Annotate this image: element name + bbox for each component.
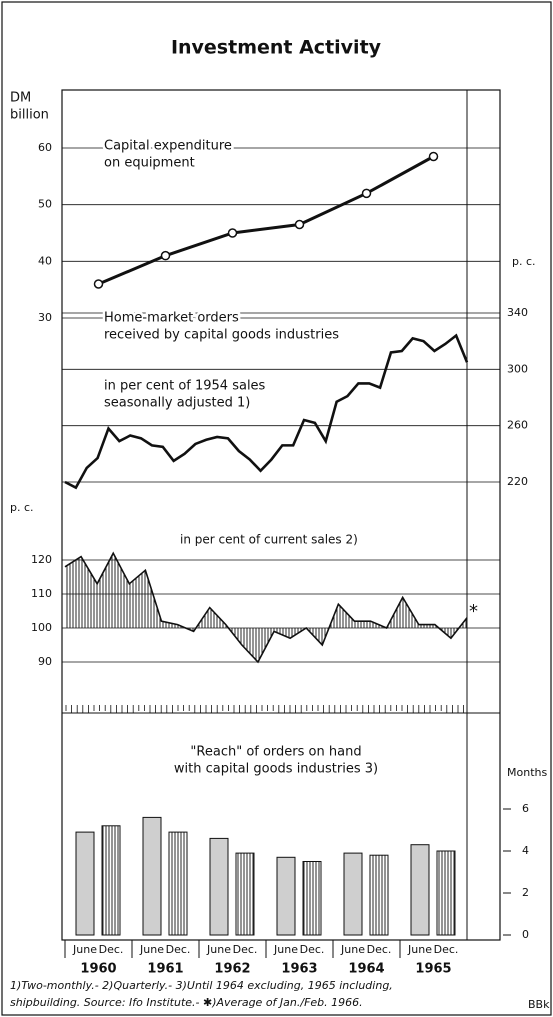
y-tick-label: 4 [522,844,529,857]
x-tick-label: Dec. [367,943,392,956]
chart-label: in per cent of 1954 sales [104,379,266,394]
x-tick-label: Dec. [233,943,258,956]
year-label: 1961 [147,962,183,977]
bar [235,852,255,936]
bar [101,825,121,936]
y-tick-label: 0 [522,928,529,941]
y-axis-label: p. c. [512,255,536,268]
x-tick-label: Dec. [166,943,191,956]
y-tick-label: 110 [31,587,52,600]
chart-label: Capital expenditure [104,139,232,154]
data-point [361,188,372,199]
data-point [227,228,238,238]
bar [436,850,456,936]
x-tick-label: June [273,943,298,956]
bar [302,861,322,936]
x-tick-label: June [340,943,365,956]
chart-label: DM [10,91,31,106]
chart-label: received by capital goods industries [104,328,339,343]
x-tick-label: Dec. [434,943,459,956]
chart-label: on equipment [104,156,195,171]
bar [343,852,363,936]
chart-label: seasonally adjusted 1) [104,396,250,411]
bar [410,844,430,936]
chart-label: "Reach" of orders on hand [190,745,361,760]
y-axis-label: p. c. [10,501,34,514]
chart-title: Investment Activity [171,37,382,59]
bar [276,856,296,936]
x-tick-label: Dec. [300,943,325,956]
bar [369,854,389,936]
year-label: 1962 [214,962,250,977]
chart-label: in per cent of current sales 2) [180,533,358,547]
x-tick-label: June [139,943,164,956]
y-tick-label: 220 [507,475,528,488]
y-tick-label: 260 [507,419,528,432]
plot-frame [61,89,501,941]
source-mark: BBk [528,998,550,1011]
y-tick-label: 6 [522,802,529,815]
x-tick-label: June [206,943,231,956]
footnote: shipbuilding. Source: Ifo Institute.- ✱)… [10,996,363,1009]
bar [142,816,162,936]
x-tick-label: June [407,943,432,956]
year-label: 1963 [281,962,317,977]
y-axis-label: Months [507,766,547,779]
bar [168,831,188,936]
chart-label: Home-market orders [104,311,239,326]
y-tick-label: 50 [38,198,52,211]
y-tick-label: 40 [38,254,52,267]
bar [75,831,95,936]
bar [209,837,229,936]
data-area [65,553,467,662]
year-label: 1964 [348,962,384,977]
data-point [160,250,171,261]
x-tick-label: Dec. [99,943,124,956]
annotation: * [469,601,478,622]
y-tick-label: 30 [38,311,52,324]
data-line [64,551,468,664]
y-tick-label: 300 [507,362,528,375]
y-tick-label: 120 [31,553,52,566]
x-tick-label: June [72,943,97,956]
chart-label: billion [10,108,49,123]
y-tick-label: 60 [38,141,52,154]
year-label: 1965 [415,962,451,977]
y-tick-label: 90 [38,655,52,668]
data-point [294,219,305,230]
year-label: 1960 [80,962,116,977]
data-line [64,333,469,490]
data-point [428,151,439,162]
y-tick-label: 340 [507,306,528,319]
y-tick-label: 100 [31,621,52,634]
data-line [97,155,435,286]
chart-label: with capital goods industries 3) [174,762,378,777]
data-point [93,279,104,289]
footnote: 1)Two-monthly.- 2)Quarterly.- 3)Until 19… [10,979,393,992]
y-tick-label: 2 [522,886,529,899]
